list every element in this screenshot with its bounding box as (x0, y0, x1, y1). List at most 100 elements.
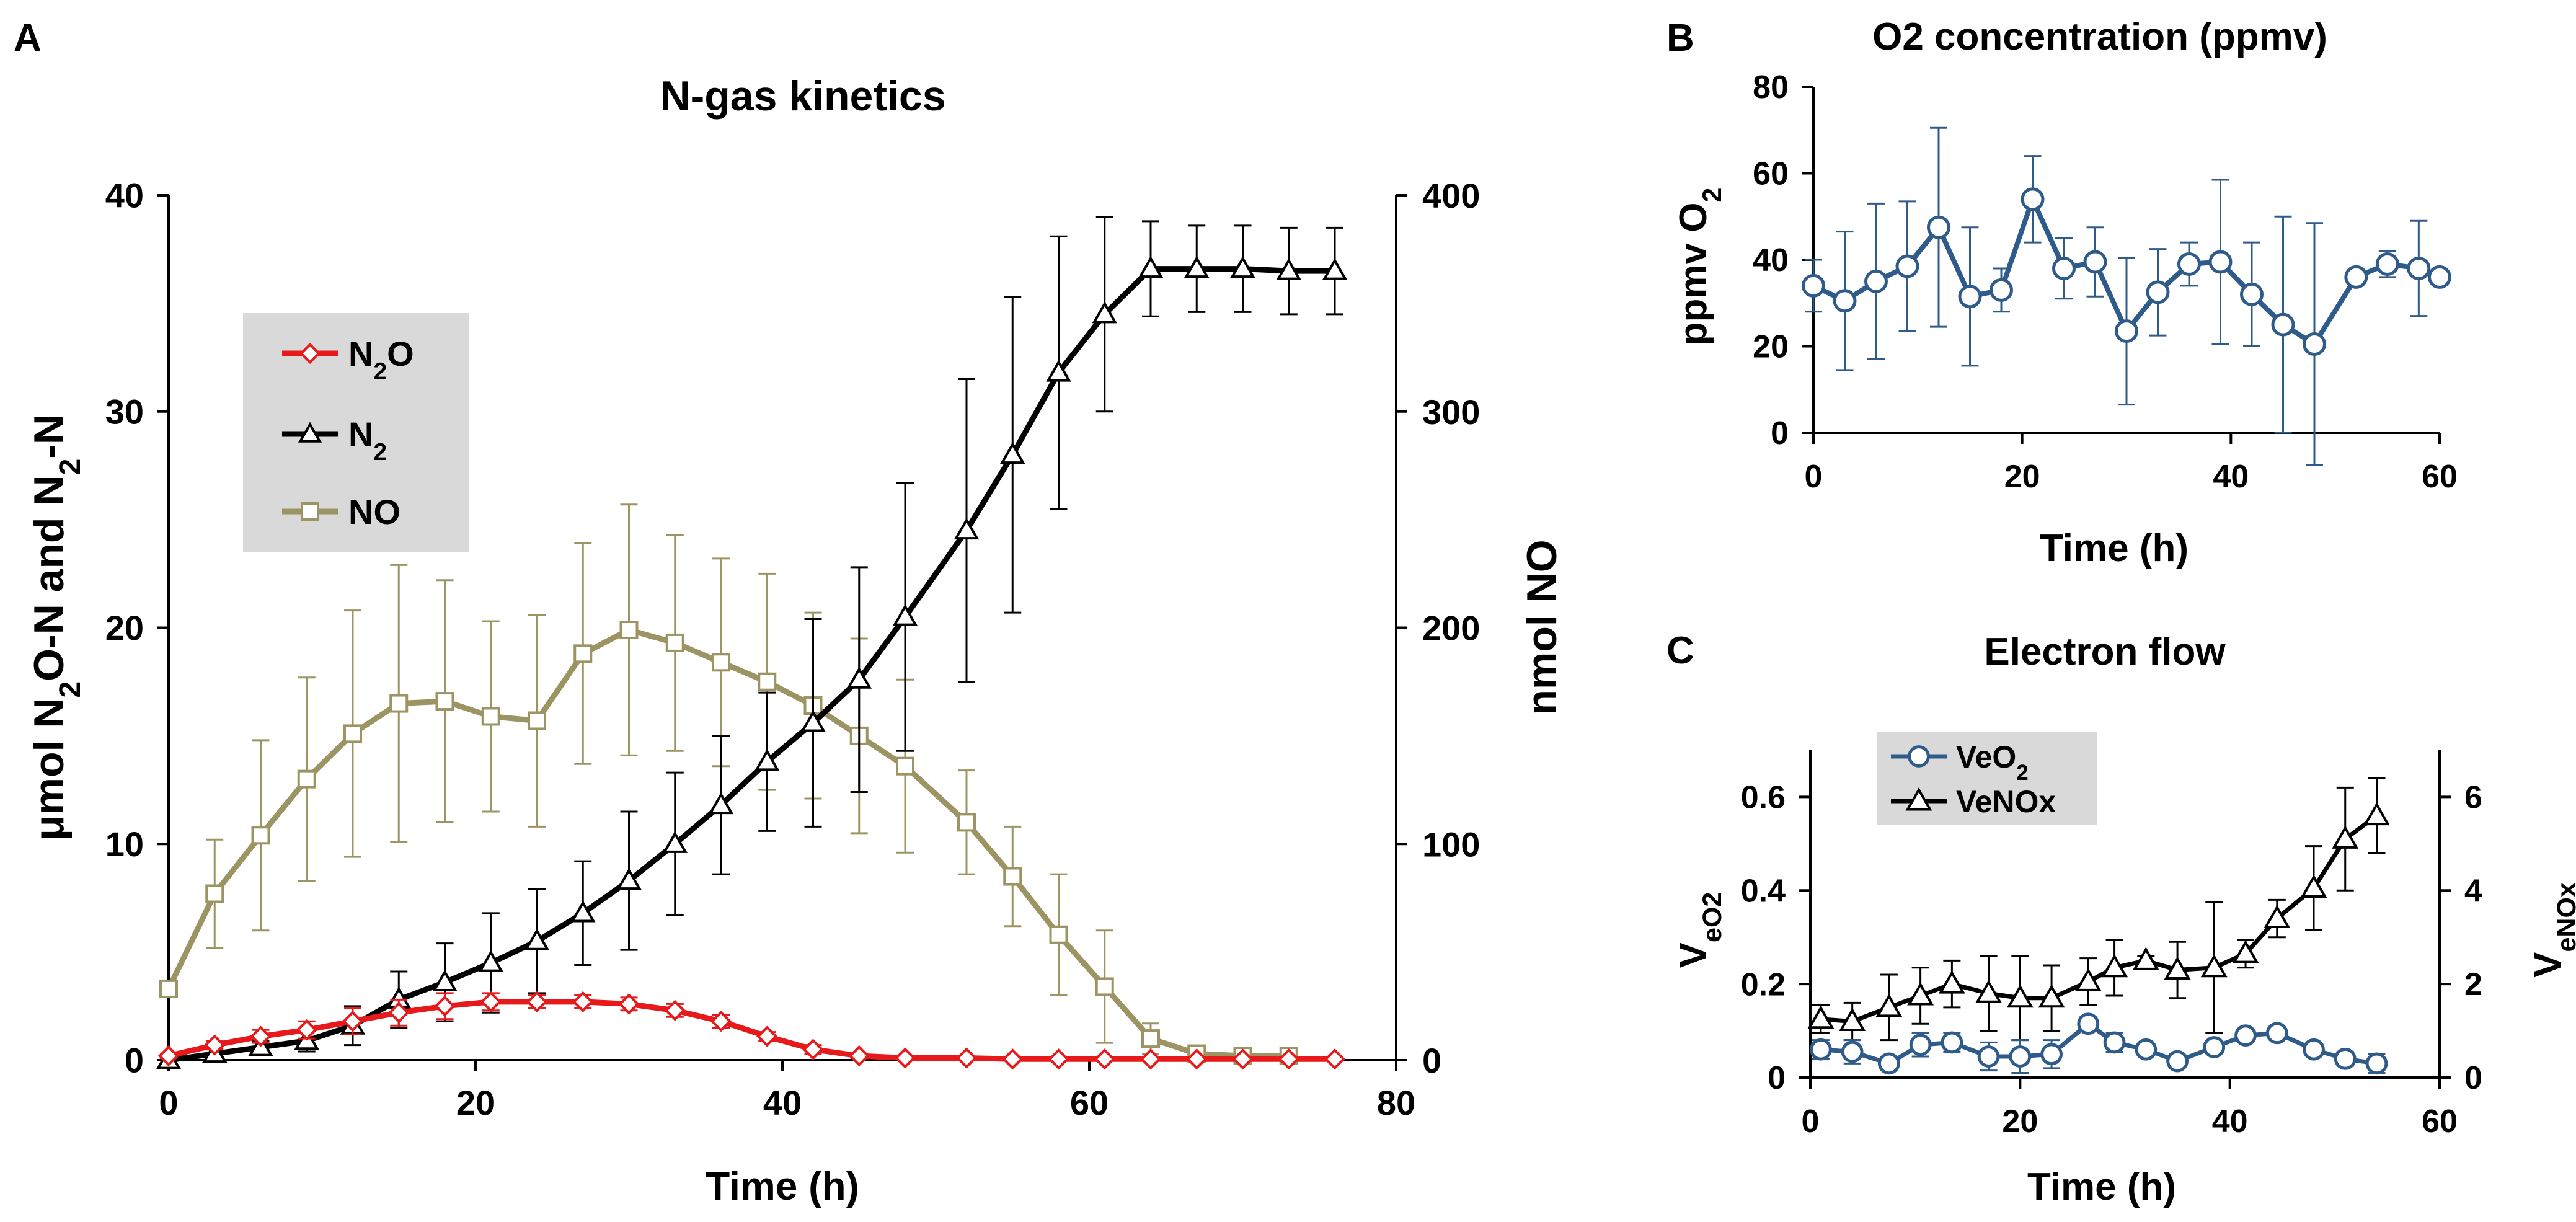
x-axis-label: Time (h) (706, 1164, 859, 1208)
data-point (2103, 1031, 2126, 1054)
data-point (1895, 254, 1919, 278)
data-point (955, 1047, 978, 1069)
data-point (1927, 215, 1950, 239)
data-point (2271, 312, 2295, 337)
data-point (2200, 954, 2228, 978)
chart-title: Electron flow (1984, 631, 2226, 673)
x-tick-label: 60 (2422, 459, 2458, 495)
data-point (848, 1045, 870, 1067)
x-tick-label: 40 (763, 1083, 802, 1122)
x-tick-label: 0 (1805, 459, 1823, 495)
data-point (2332, 825, 2359, 849)
data-point (712, 653, 730, 672)
data-point (204, 1034, 226, 1056)
y-tick-label-right: 300 (1422, 392, 1480, 432)
data-point (618, 993, 640, 1015)
data-point (2428, 265, 2451, 289)
data-point (619, 620, 639, 639)
x-tick-label: 80 (1377, 1083, 1415, 1122)
y-tick-label-right: 400 (1422, 176, 1480, 215)
data-point (1046, 360, 1071, 382)
axes: 0 20 40 60 80 0 10 20 30 40 (105, 176, 1415, 1122)
legend-label-n2o: N2O (348, 334, 414, 385)
data-point (2132, 947, 2159, 970)
data-point (2208, 250, 2233, 274)
data-point (573, 644, 593, 663)
legend-label-n2: N2 (348, 415, 387, 466)
series-o2 (1802, 126, 2451, 466)
x-tick-label: 60 (1070, 1083, 1109, 1122)
x-tick-label: 40 (2212, 1104, 2248, 1140)
y-tick-label: 80 (1753, 69, 1789, 105)
y-tick-label-right: 2 (2464, 967, 2482, 1003)
data-point (1938, 970, 1965, 994)
panel-letter-c: C (1666, 629, 1694, 672)
data-point (1864, 269, 1888, 293)
data-point (389, 694, 409, 713)
x-tick-label: 0 (159, 1083, 178, 1122)
data-point (159, 979, 178, 998)
data-point (1839, 1007, 1866, 1031)
data-point (1094, 1048, 1115, 1070)
data-point (2365, 1052, 2388, 1075)
y-tick-label-right: 100 (1422, 825, 1480, 864)
x-tick-label: 20 (2004, 459, 2040, 495)
data-point (896, 756, 914, 776)
data-point (2040, 1043, 2063, 1066)
legend-label-venox: VeNOx (1956, 784, 2056, 819)
y-axis-label-right: VeNOx (2526, 882, 2576, 978)
x-axis-label: Time (h) (2040, 527, 2189, 570)
chart-title: O2 concentration (ppmv) (1872, 15, 2327, 58)
data-point (758, 672, 777, 691)
y-tick-label: 0 (1771, 415, 1789, 451)
x-tick-label: 60 (2422, 1104, 2458, 1140)
data-point (2203, 1036, 2226, 1058)
data-point (2232, 940, 2259, 963)
data-point (570, 900, 596, 923)
legend-marker (1908, 745, 1930, 768)
data-point (755, 748, 780, 771)
data-point (296, 1019, 317, 1041)
legend-marker (299, 342, 321, 365)
data-point (662, 831, 688, 853)
y-tick-label-right: 0 (2464, 1060, 2482, 1096)
series-line (1820, 1021, 2378, 1066)
data-point (1002, 1048, 1024, 1070)
data-point (2021, 187, 2045, 211)
data-point (894, 1047, 916, 1069)
data-point (1276, 258, 1301, 280)
data-point (388, 1002, 410, 1024)
data-point (2006, 984, 2034, 1008)
y-tick-label: 30 (105, 392, 144, 431)
data-point (1810, 1038, 1832, 1061)
legend-marker (301, 502, 319, 521)
data-point (957, 813, 976, 832)
x-tick-label: 20 (456, 1083, 495, 1122)
data-point (2135, 1038, 2158, 1061)
y-tick-label: 60 (1753, 156, 1789, 192)
data-point (432, 969, 458, 992)
data-point (2177, 252, 2201, 276)
legend-marker (298, 422, 322, 443)
data-point (250, 1025, 272, 1047)
data-point (572, 991, 594, 1012)
y-tick-label: 20 (105, 608, 144, 647)
data-point (1324, 1048, 1346, 1070)
y-tick-label: 0.4 (1741, 873, 1786, 909)
data-point (1990, 278, 2013, 302)
data-point (2164, 956, 2191, 980)
data-point (1232, 1048, 1254, 1070)
data-point (2375, 252, 2399, 276)
plot-area (1807, 777, 2390, 1075)
panel-letter-b: B (1666, 17, 1694, 60)
y-axis-label: ppmv O2 (1672, 188, 1727, 346)
y-tick-label: 0 (1768, 1060, 1786, 1096)
y-axis-label-left: μmol N2O-N and N2-N (25, 414, 87, 841)
data-point (954, 517, 980, 540)
data-point (892, 604, 918, 626)
data-point (526, 991, 548, 1012)
data-point (2265, 1022, 2288, 1045)
y-tick-label: 20 (1753, 329, 1789, 365)
data-point (2052, 256, 2076, 280)
plot-area (156, 216, 1348, 1070)
